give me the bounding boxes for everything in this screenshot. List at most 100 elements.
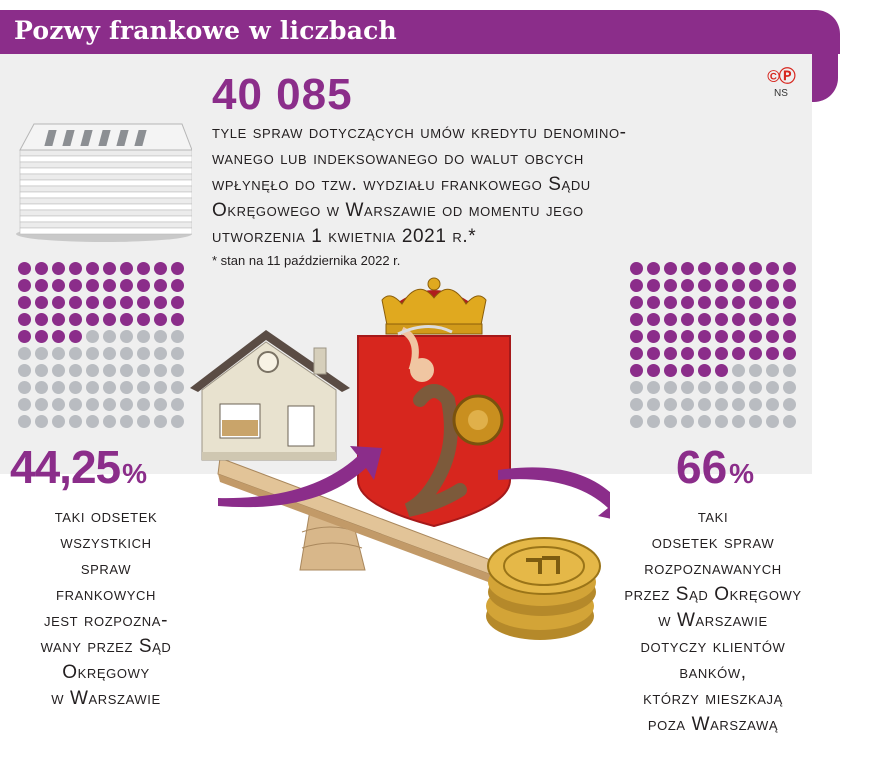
- dot-filled: [783, 296, 796, 309]
- dot-filled: [35, 330, 48, 343]
- dot-empty: [171, 398, 184, 411]
- paper-sheet: [19, 227, 192, 235]
- dot-filled: [749, 313, 762, 326]
- arrow-icon: [218, 446, 382, 508]
- dot-empty: [171, 381, 184, 394]
- dot-filled: [86, 313, 99, 326]
- dot-empty: [52, 381, 65, 394]
- description-line: rozpoznawanych: [644, 558, 782, 579]
- dot-empty: [137, 330, 150, 343]
- copyright-symbols: ©Ⓟ: [767, 67, 796, 86]
- dot-empty: [154, 364, 167, 377]
- dot-empty: [698, 415, 711, 428]
- paper-sheet: [19, 215, 192, 223]
- paper-sheet: [19, 155, 192, 163]
- dot-empty: [18, 347, 31, 360]
- dot-filled: [715, 313, 728, 326]
- dot-filled: [749, 279, 762, 292]
- paper-sheet: [19, 149, 192, 157]
- dot-empty: [120, 364, 133, 377]
- dot-empty: [647, 398, 660, 411]
- dot-empty: [664, 415, 677, 428]
- description-line: Okręgowego w Warszawie od momentu jego: [212, 200, 584, 221]
- dot-empty: [766, 398, 779, 411]
- dot-filled: [69, 296, 82, 309]
- dot-filled: [154, 313, 167, 326]
- dot-empty: [154, 415, 167, 428]
- description-line: taki: [697, 506, 729, 527]
- dot-empty: [154, 398, 167, 411]
- dot-filled: [698, 347, 711, 360]
- dot-filled: [630, 296, 643, 309]
- right-percentage-unit: %: [729, 458, 755, 489]
- dot-filled: [647, 330, 660, 343]
- dot-filled: [154, 262, 167, 275]
- dot-filled: [52, 296, 65, 309]
- main-stat-value: 40 085: [212, 70, 353, 119]
- dot-empty: [783, 398, 796, 411]
- dot-filled: [86, 296, 99, 309]
- dot-filled: [732, 330, 745, 343]
- dot-filled: [783, 330, 796, 343]
- dot-empty: [86, 347, 99, 360]
- dot-empty: [664, 398, 677, 411]
- dot-empty: [171, 347, 184, 360]
- dot-empty: [103, 364, 116, 377]
- dot-empty: [749, 364, 762, 377]
- description-line: wszystkich: [60, 532, 152, 553]
- dot-filled: [630, 279, 643, 292]
- dot-empty: [35, 381, 48, 394]
- coin-stack-icon: [486, 537, 601, 640]
- description-line: w Warszawie: [51, 688, 161, 709]
- dot-empty: [154, 330, 167, 343]
- dot-empty: [681, 381, 694, 394]
- dot-filled: [103, 279, 116, 292]
- dot-filled: [120, 313, 133, 326]
- dot-empty: [698, 398, 711, 411]
- dot-filled: [103, 313, 116, 326]
- description-line: jest rozpozna-: [43, 610, 168, 631]
- description-line: dotyczy klientów: [640, 636, 786, 657]
- paper-sheet: [19, 179, 192, 187]
- paper-stack-icon: [16, 123, 192, 242]
- dot-empty: [137, 364, 150, 377]
- dot-empty: [715, 381, 728, 394]
- dot-filled: [35, 262, 48, 275]
- dot-empty: [749, 415, 762, 428]
- dot-filled: [766, 296, 779, 309]
- dot-empty: [69, 415, 82, 428]
- dot-empty: [766, 415, 779, 428]
- right-dot-grid: [630, 262, 796, 428]
- dot-empty: [664, 381, 677, 394]
- left-percentage-unit: %: [122, 458, 147, 489]
- dot-filled: [749, 347, 762, 360]
- page-title: Pozwy frankowe w liczbach: [14, 16, 397, 45]
- description-line: taki odsetek: [54, 506, 158, 527]
- dot-filled: [137, 262, 150, 275]
- dot-filled: [69, 279, 82, 292]
- dot-empty: [732, 398, 745, 411]
- dot-empty: [69, 381, 82, 394]
- dot-filled: [647, 313, 660, 326]
- dot-filled: [137, 313, 150, 326]
- dot-empty: [137, 398, 150, 411]
- dot-filled: [681, 364, 694, 377]
- dot-filled: [137, 296, 150, 309]
- dot-filled: [664, 347, 677, 360]
- dot-filled: [647, 347, 660, 360]
- dot-empty: [732, 381, 745, 394]
- dot-empty: [18, 415, 31, 428]
- dot-filled: [18, 262, 31, 275]
- dot-filled: [681, 330, 694, 343]
- dot-filled: [664, 262, 677, 275]
- dot-empty: [18, 364, 31, 377]
- dot-filled: [749, 262, 762, 275]
- dot-filled: [35, 279, 48, 292]
- dot-empty: [630, 381, 643, 394]
- dot-empty: [120, 398, 133, 411]
- dot-filled: [715, 364, 728, 377]
- dot-empty: [171, 330, 184, 343]
- dot-filled: [715, 279, 728, 292]
- dot-filled: [120, 262, 133, 275]
- dot-empty: [715, 398, 728, 411]
